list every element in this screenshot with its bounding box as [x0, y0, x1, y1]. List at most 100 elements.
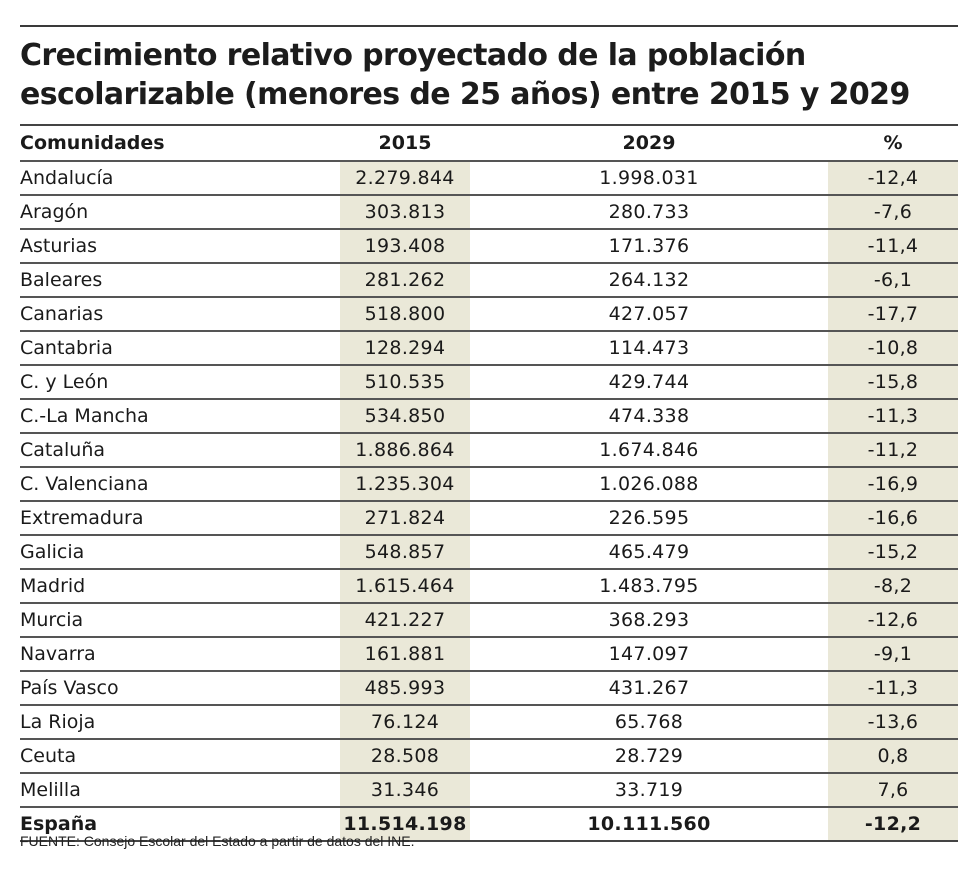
header-row: Comunidades 2015 2029 % [20, 124, 958, 161]
value-percent: -10,8 [828, 330, 958, 365]
value-percent: -12,4 [828, 160, 958, 195]
table-row: Murcia 421.227 368.293 -12,6 [20, 602, 958, 637]
value-2029: 1.998.031 [470, 160, 828, 195]
region-name: Galicia [20, 534, 340, 569]
value-2029: 431.267 [470, 670, 828, 705]
value-2015: 271.824 [340, 500, 470, 535]
table-row: Baleares 281.262 264.132 -6,1 [20, 262, 958, 297]
value-percent: -9,1 [828, 636, 958, 671]
value-percent: -12,2 [828, 806, 958, 842]
value-percent: -6,1 [828, 262, 958, 297]
table-row: Galicia 548.857 465.479 -15,2 [20, 534, 958, 569]
value-2015: 510.535 [340, 364, 470, 399]
value-2015: 1.235.304 [340, 466, 470, 501]
table-row: Cataluña 1.886.864 1.674.846 -11,2 [20, 432, 958, 467]
value-2029: 33.719 [470, 772, 828, 807]
table-row: Canarias 518.800 427.057 -17,7 [20, 296, 958, 331]
value-percent: -16,6 [828, 500, 958, 535]
table-row: Navarra 161.881 147.097 -9,1 [20, 636, 958, 671]
value-2015: 31.346 [340, 772, 470, 807]
value-2029: 147.097 [470, 636, 828, 671]
region-name: Navarra [20, 636, 340, 671]
data-table: Comunidades 2015 2029 % Andalucía 2.279.8… [20, 124, 958, 842]
value-2015: 548.857 [340, 534, 470, 569]
value-percent: -11,2 [828, 432, 958, 467]
value-percent: -11,3 [828, 670, 958, 705]
region-name: Murcia [20, 602, 340, 637]
region-name: Madrid [20, 568, 340, 603]
value-2029: 465.479 [470, 534, 828, 569]
top-rule [20, 25, 958, 27]
value-2029: 226.595 [470, 500, 828, 535]
value-2029: 171.376 [470, 228, 828, 263]
table-row: La Rioja 76.124 65.768 -13,6 [20, 704, 958, 739]
value-2015: 161.881 [340, 636, 470, 671]
value-percent: 7,6 [828, 772, 958, 807]
region-name: Baleares [20, 262, 340, 297]
region-name: Melilla [20, 772, 340, 807]
value-2029: 65.768 [470, 704, 828, 739]
value-percent: -12,6 [828, 602, 958, 637]
value-percent: -15,2 [828, 534, 958, 569]
value-2015: 534.850 [340, 398, 470, 433]
region-name: C. Valenciana [20, 466, 340, 501]
value-2015: 2.279.844 [340, 160, 470, 195]
region-name: C. y León [20, 364, 340, 399]
value-2015: 193.408 [340, 228, 470, 263]
table-row: C. y León 510.535 429.744 -15,8 [20, 364, 958, 399]
header-comunidades: Comunidades [20, 124, 340, 161]
region-name: Asturias [20, 228, 340, 263]
value-2029: 28.729 [470, 738, 828, 773]
value-percent: -8,2 [828, 568, 958, 603]
header-percent: % [828, 124, 958, 161]
value-2015: 518.800 [340, 296, 470, 331]
value-percent: -17,7 [828, 296, 958, 331]
region-name: Ceuta [20, 738, 340, 773]
table-row: País Vasco 485.993 431.267 -11,3 [20, 670, 958, 705]
value-percent: 0,8 [828, 738, 958, 773]
region-name: País Vasco [20, 670, 340, 705]
value-2029: 474.338 [470, 398, 828, 433]
value-2029: 1.483.795 [470, 568, 828, 603]
value-percent: -13,6 [828, 704, 958, 739]
value-2015: 1.615.464 [340, 568, 470, 603]
value-percent: -15,8 [828, 364, 958, 399]
table-row: C. Valenciana 1.235.304 1.026.088 -16,9 [20, 466, 958, 501]
table-row: C.-La Mancha 534.850 474.338 -11,3 [20, 398, 958, 433]
chart-title: Crecimiento relativo proyectado de la po… [20, 38, 910, 112]
value-2029: 427.057 [470, 296, 828, 331]
value-2029: 368.293 [470, 602, 828, 637]
value-2029: 1.674.846 [470, 432, 828, 467]
value-percent: -11,3 [828, 398, 958, 433]
value-2029: 1.026.088 [470, 466, 828, 501]
table-row: Melilla 31.346 33.719 7,6 [20, 772, 958, 807]
value-2029: 264.132 [470, 262, 828, 297]
source-note: FUENTE: Consejo Escolar del Estado a par… [20, 833, 415, 849]
table-row: Ceuta 28.508 28.729 0,8 [20, 738, 958, 773]
region-name: Aragón [20, 194, 340, 229]
table-row: Madrid 1.615.464 1.483.795 -8,2 [20, 568, 958, 603]
value-percent: -7,6 [828, 194, 958, 229]
table-row: Andalucía 2.279.844 1.998.031 -12,4 [20, 160, 958, 195]
header-2015: 2015 [340, 124, 470, 161]
value-2015: 303.813 [340, 194, 470, 229]
value-2029: 429.744 [470, 364, 828, 399]
value-2015: 28.508 [340, 738, 470, 773]
table-row: Cantabria 128.294 114.473 -10,8 [20, 330, 958, 365]
value-2029: 114.473 [470, 330, 828, 365]
value-2015: 11.514.198 [340, 806, 470, 842]
region-name: C.-La Mancha [20, 398, 340, 433]
total-row: España 11.514.198 10.111.560 -12,2 [20, 806, 958, 842]
value-2015: 76.124 [340, 704, 470, 739]
region-name: Extremadura [20, 500, 340, 535]
value-2029: 280.733 [470, 194, 828, 229]
region-name: Cataluña [20, 432, 340, 467]
region-name: Cantabria [20, 330, 340, 365]
region-name: España [20, 806, 340, 842]
value-percent: -11,4 [828, 228, 958, 263]
header-2029: 2029 [470, 124, 828, 161]
table-row: Aragón 303.813 280.733 -7,6 [20, 194, 958, 229]
table-row: Asturias 193.408 171.376 -11,4 [20, 228, 958, 263]
value-2015: 485.993 [340, 670, 470, 705]
value-percent: -16,9 [828, 466, 958, 501]
